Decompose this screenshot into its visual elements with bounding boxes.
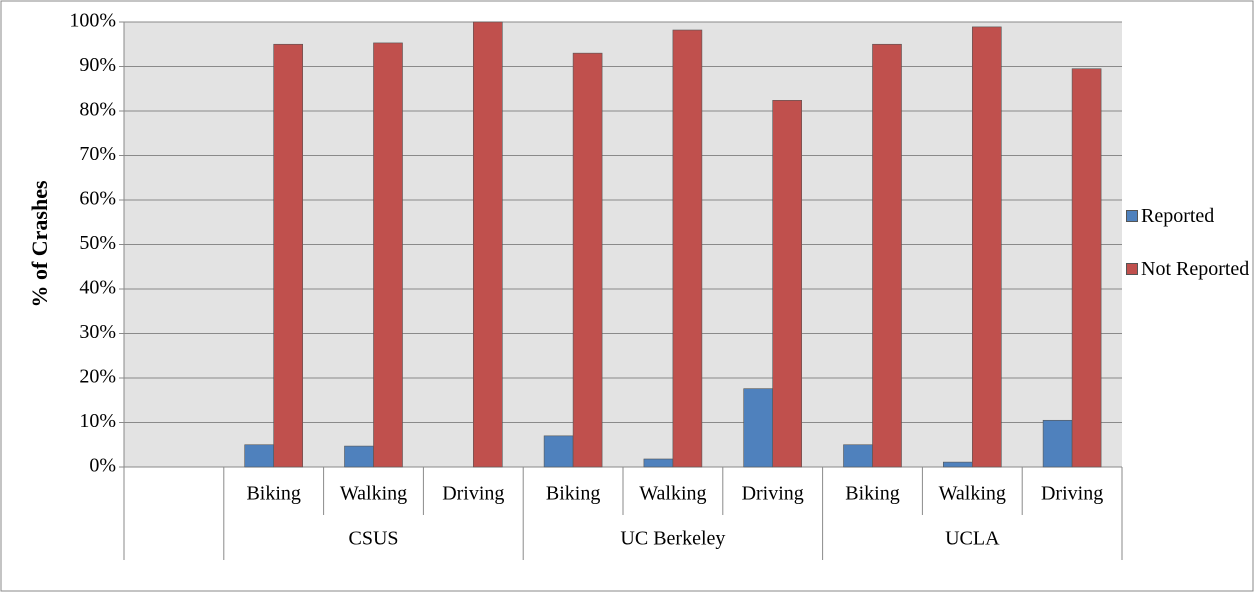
legend-label: Not Reported bbox=[1141, 258, 1250, 280]
x-tick-label: Driving bbox=[442, 483, 504, 505]
y-tick-label: 10% bbox=[79, 410, 116, 432]
y-tick-label: 70% bbox=[79, 143, 116, 165]
bar bbox=[273, 43, 304, 468]
legend: Reported Not Reported bbox=[1122, 205, 1250, 311]
y-tick-label: 90% bbox=[79, 54, 116, 76]
legend-swatch bbox=[1126, 263, 1138, 275]
x-tick-label: Biking bbox=[246, 483, 300, 505]
y-tick-label: 50% bbox=[79, 232, 116, 254]
y-tick-label: 80% bbox=[79, 99, 116, 121]
bar bbox=[572, 52, 603, 468]
bar bbox=[472, 21, 503, 468]
y-tick-label: 30% bbox=[79, 321, 116, 343]
y-tick-label: 40% bbox=[79, 277, 116, 299]
legend-item: Reported bbox=[1122, 205, 1250, 228]
bar bbox=[843, 444, 873, 468]
y-tick-label: 20% bbox=[79, 366, 116, 388]
y-tick-label: 100% bbox=[69, 10, 116, 32]
legend-label: Reported bbox=[1141, 205, 1215, 227]
y-tick-label: 60% bbox=[79, 188, 116, 210]
bar bbox=[743, 388, 774, 468]
group-label: UC Berkeley bbox=[620, 528, 725, 550]
x-tick-label: Biking bbox=[845, 483, 899, 505]
x-tick-label: Driving bbox=[742, 483, 804, 505]
bar bbox=[942, 461, 973, 468]
x-tick-label: Walking bbox=[939, 483, 1006, 505]
bar bbox=[344, 445, 374, 468]
x-tick-label: Walking bbox=[340, 483, 407, 505]
x-tick-label: Walking bbox=[639, 483, 706, 505]
bar bbox=[1042, 419, 1073, 468]
x-tick-label: Biking bbox=[546, 483, 600, 505]
bar bbox=[373, 42, 403, 468]
bar bbox=[872, 43, 902, 468]
legend-item: Not Reported bbox=[1122, 258, 1250, 281]
group-label: UCLA bbox=[945, 528, 1000, 550]
bar bbox=[672, 29, 703, 468]
bar bbox=[543, 435, 574, 468]
group-label: CSUS bbox=[348, 528, 398, 550]
y-tick-label: 0% bbox=[89, 455, 116, 477]
legend-swatch bbox=[1126, 210, 1138, 222]
y-axis-title: % of Crashes bbox=[27, 180, 52, 308]
x-tick-label: Driving bbox=[1041, 483, 1103, 505]
bar bbox=[643, 458, 674, 468]
bar bbox=[971, 26, 1002, 468]
bar bbox=[772, 100, 803, 468]
bar bbox=[1071, 68, 1102, 468]
bar bbox=[244, 444, 274, 468]
